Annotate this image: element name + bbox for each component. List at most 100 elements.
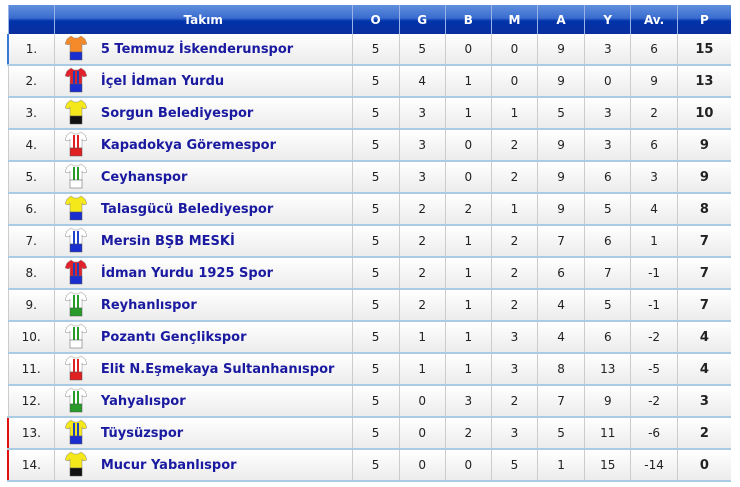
stat-cell: 5 [351,289,400,322]
stat-cell: 4 [630,193,678,226]
team-link[interactable]: Reyhanlıspor [100,297,197,313]
stat-cell: 0 [444,161,492,194]
stat-cell: 2 [490,225,538,258]
points: 8 [676,193,731,226]
stat-cell: 9 [537,34,585,66]
jersey-icon [55,355,101,384]
stat-cell: 4 [398,65,446,98]
stat-cell: 5 [490,449,538,482]
points: 10 [676,97,731,130]
stat-cell: 0 [490,65,538,98]
points: 9 [676,161,731,194]
team-cell: Sorgun Belediyespor [53,97,353,130]
stat-cell: 13 [584,353,631,386]
stat-cell: 5 [537,417,585,450]
team-link[interactable]: Kapadokya Göremespor [100,137,277,153]
stat-cell: 9 [584,385,631,418]
column-header[interactable]: Y [584,5,631,34]
team-link[interactable]: Tüysüzspor [100,425,184,441]
stat-cell: 1 [490,97,538,130]
column-header[interactable]: B [444,5,492,34]
team-link[interactable]: Talasgücü Belediyespor [100,201,274,217]
points: 15 [676,34,731,66]
stat-cell: 3 [398,161,446,194]
team-link[interactable]: İçel İdman Yurdu [100,73,225,89]
stat-cell: 5 [351,225,400,258]
stat-cell: 7 [537,225,585,258]
rank: 1. [6,34,55,66]
stat-cell: -14 [630,449,678,482]
stat-cell: 2 [398,257,446,290]
stat-cell: 1 [398,353,446,386]
stat-cell: 9 [630,65,678,98]
jersey-icon [55,259,101,288]
stat-cell: 0 [444,449,492,482]
team-cell: İdman Yurdu 1925 Spor [53,257,353,290]
jersey-icon [55,419,101,448]
column-header[interactable]: G [398,5,446,34]
team-link[interactable]: Mucur Yabanlıspor [100,457,237,473]
rank: 8. [7,257,55,290]
stat-cell: 1 [490,193,538,226]
column-header[interactable]: Takım [53,5,353,34]
stat-cell: 5 [351,321,400,354]
team-link[interactable]: Yahyalıspor [100,393,186,409]
stat-cell: 6 [537,257,585,290]
jersey-icon [55,227,101,256]
column-header[interactable]: A [537,5,585,34]
table-row: 3. Sorgun Belediyespor 5 3 1 1 5 3 2 10 [7,97,731,130]
stat-cell: 5 [537,97,585,130]
points: 0 [676,449,731,482]
rank: 7. [7,225,55,258]
team-link[interactable]: Mersin BŞB MESKİ [100,233,235,249]
rank: 6. [7,193,55,226]
jersey-icon [55,387,101,416]
stat-cell: 3 [490,417,538,450]
column-header[interactable]: P [676,5,731,34]
team-cell: Mersin BŞB MESKİ [53,225,353,258]
stat-cell: 9 [537,161,585,194]
team-cell: 5 Temmuz İskenderunspor [53,34,353,66]
stat-cell: 5 [351,161,400,194]
rank: 12. [7,385,55,418]
stat-cell: 6 [584,225,631,258]
jersey-icon [55,323,101,352]
stat-cell: 3 [490,353,538,386]
jersey-icon [55,35,101,64]
stat-cell: 5 [351,353,400,386]
column-header[interactable]: M [490,5,538,34]
stat-cell: 5 [351,193,400,226]
stat-cell: 1 [630,225,678,258]
team-cell: İçel İdman Yurdu [53,65,353,98]
column-header[interactable] [7,5,55,34]
stat-cell: 0 [398,385,446,418]
team-link[interactable]: Elit N.Eşmekaya Sultanhanıspor [100,361,335,377]
team-cell: Mucur Yabanlıspor [53,449,353,482]
rank: 9. [7,289,55,322]
team-link[interactable]: İdman Yurdu 1925 Spor [100,265,274,281]
column-header[interactable]: O [351,5,400,34]
stat-cell: 0 [584,65,631,98]
stat-cell: 3 [630,161,678,194]
column-header[interactable]: Av. [630,5,678,34]
team-link[interactable]: Sorgun Belediyespor [100,105,254,121]
stat-cell: 1 [444,65,492,98]
jersey-icon [55,163,101,192]
team-link[interactable]: Pozantı Gençlikspor [100,329,247,345]
stat-cell: 6 [584,321,631,354]
stat-cell: -1 [630,289,678,322]
stat-cell: 5 [351,65,400,98]
stat-cell: 8 [537,353,585,386]
table-row: 8. İdman Yurdu 1925 Spor 5 2 1 2 6 7 -1 7 [7,257,731,290]
stat-cell: -2 [630,321,678,354]
stat-cell: 5 [351,385,400,418]
stat-cell: 3 [398,97,446,130]
team-link[interactable]: 5 Temmuz İskenderunspor [100,41,294,57]
stat-cell: 5 [351,129,400,162]
stat-cell: 2 [490,161,538,194]
stat-cell: -6 [630,417,678,450]
team-link[interactable]: Ceyhanspor [100,169,188,185]
table-row: 9. Reyhanlıspor 5 2 1 2 4 5 -1 7 [7,289,731,322]
rank: 5. [7,161,55,194]
table-header: Takım O G B M A Y Av. P [7,5,731,34]
